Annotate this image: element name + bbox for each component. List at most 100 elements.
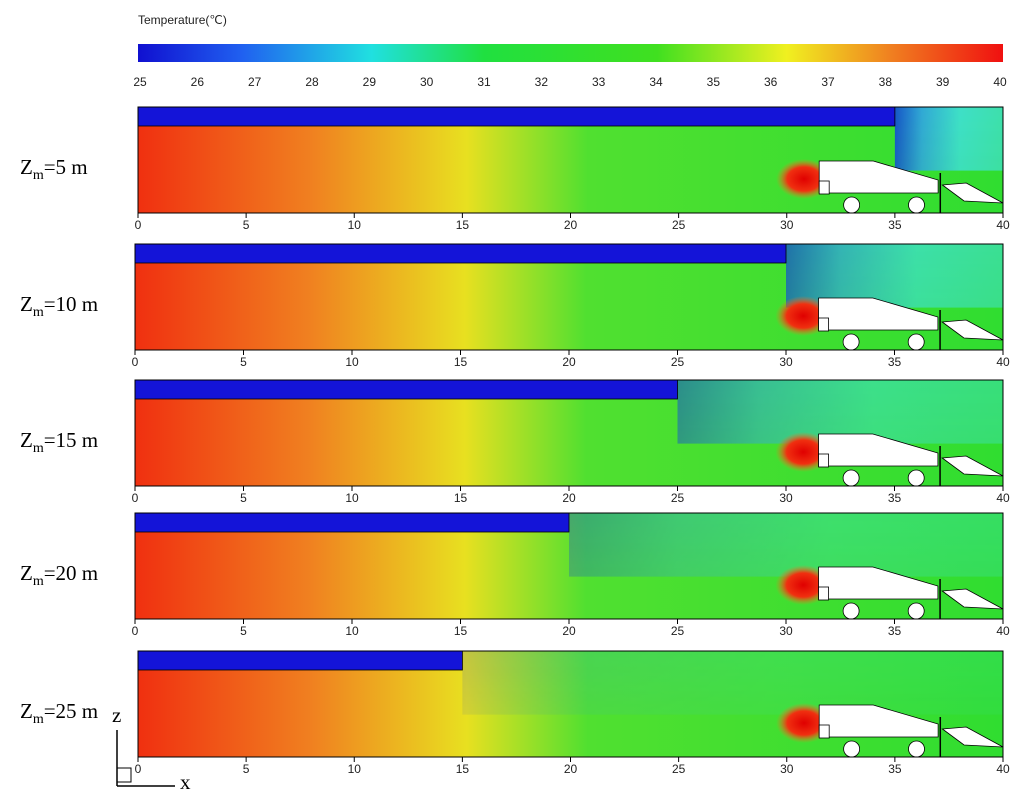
cool-plume [462, 651, 1003, 715]
colorbar-tick-label: 40 [993, 75, 1007, 89]
hot-spot [776, 159, 833, 199]
x-tick-label: 15 [456, 762, 470, 776]
x-tick-label: 30 [779, 355, 793, 369]
x-tick-label: 10 [348, 762, 362, 776]
x-tick-label: 0 [132, 491, 139, 505]
cool-plume [894, 107, 1003, 171]
label-rest: =5 m [44, 155, 88, 179]
colorbar [138, 44, 1003, 62]
x-tick-label: 5 [243, 762, 250, 776]
x-tick-label: 20 [562, 624, 576, 638]
x-tick-label: 15 [456, 218, 470, 232]
x-tick-label: 35 [888, 355, 902, 369]
wheel [908, 196, 925, 214]
panel-label: Zm=15 m [20, 428, 98, 456]
wheel [907, 333, 925, 351]
x-tick-label: 40 [996, 762, 1010, 776]
cool-plume [569, 513, 1003, 577]
cab [818, 724, 830, 739]
air-duct [134, 243, 787, 264]
x-tick-label: 40 [996, 624, 1010, 638]
hot-spot [775, 296, 832, 336]
x-tick-label: 40 [996, 218, 1010, 232]
x-tick-label: 30 [779, 491, 793, 505]
x-tick-label: 5 [240, 491, 247, 505]
x-tick-label: 5 [240, 624, 247, 638]
x-tick-label: 20 [562, 491, 576, 505]
vehicle [818, 704, 939, 738]
cab [818, 317, 829, 332]
panel-label: Zm=25 m [20, 699, 98, 727]
colorbar-tick-label: 30 [420, 75, 434, 89]
label-rest: =10 m [44, 292, 98, 316]
x-tick-label: 20 [564, 218, 578, 232]
label-sub: m [33, 441, 44, 456]
vehicle [818, 297, 939, 331]
x-axis-label: x [180, 770, 191, 789]
colorbar-tick-label: 25 [133, 75, 147, 89]
colorbar-tick-label: 35 [707, 75, 721, 89]
contour-panel: 0 5 10 15 20 25 30 35 40 [132, 243, 1010, 369]
x-tick-label: 0 [132, 624, 139, 638]
x-tick-label: 10 [345, 355, 359, 369]
x-tick-label: 10 [345, 491, 359, 505]
x-tick-label: 0 [132, 355, 139, 369]
x-tick-label: 35 [888, 624, 902, 638]
colorbar-tick-label: 26 [191, 75, 205, 89]
x-tick-label: 35 [888, 218, 902, 232]
x-tick-label: 0 [135, 218, 142, 232]
vehicle [818, 566, 939, 600]
label-rest: =20 m [44, 561, 98, 585]
contour-panel: 0 5 10 15 20 25 30 35 40 [135, 106, 1010, 232]
hot-spot [775, 432, 832, 472]
cab [818, 180, 830, 195]
wheel [843, 196, 861, 214]
air-duct [137, 650, 463, 671]
label-sub: m [33, 574, 44, 589]
x-tick-label: 30 [780, 218, 794, 232]
x-tick-label: 0 [135, 762, 142, 776]
hot-spot [775, 565, 832, 605]
x-tick-label: 5 [240, 355, 247, 369]
colorbar-tick-label: 32 [535, 75, 549, 89]
colorbar-tick-label: 33 [592, 75, 606, 89]
z-axis-label: z [112, 703, 121, 727]
contour-panel: 0 5 10 15 20 25 30 35 40 [132, 512, 1010, 638]
colorbar-tick-label: 36 [764, 75, 778, 89]
x-tick-label: 10 [345, 624, 359, 638]
label-main: Z [20, 561, 33, 585]
x-tick-label: 30 [780, 762, 794, 776]
panel-label: Zm=10 m [20, 292, 98, 320]
x-tick-label: 35 [888, 762, 902, 776]
colorbar-tick-label: 28 [305, 75, 319, 89]
wheel [843, 740, 861, 758]
air-duct [137, 106, 896, 127]
colorbar-tick-label: 37 [821, 75, 835, 89]
vehicle [818, 433, 939, 467]
cab [818, 453, 829, 468]
label-rest: =25 m [44, 699, 98, 723]
colorbar-tick-label: 34 [649, 75, 663, 89]
wheel [842, 602, 860, 620]
colorbar-tick-label: 39 [936, 75, 950, 89]
x-tick-label: 40 [996, 355, 1010, 369]
x-tick-label: 25 [672, 762, 686, 776]
cool-plume [786, 244, 1003, 308]
label-sub: m [33, 168, 44, 183]
panel-label: Zm=5 m [20, 155, 88, 183]
colorbar-tick-label: 31 [477, 75, 491, 89]
wheel [908, 740, 925, 758]
x-tick-label: 25 [671, 491, 685, 505]
x-tick-label: 15 [454, 624, 468, 638]
x-tick-label: 35 [888, 491, 902, 505]
x-tick-label: 30 [779, 624, 793, 638]
cool-plume [677, 380, 1003, 444]
x-tick-label: 25 [671, 355, 685, 369]
x-tick-label: 20 [562, 355, 576, 369]
x-tick-label: 15 [454, 355, 468, 369]
wheel [907, 469, 925, 487]
air-duct [134, 512, 570, 533]
vehicle [818, 160, 939, 194]
label-main: Z [20, 428, 33, 452]
label-main: Z [20, 155, 33, 179]
